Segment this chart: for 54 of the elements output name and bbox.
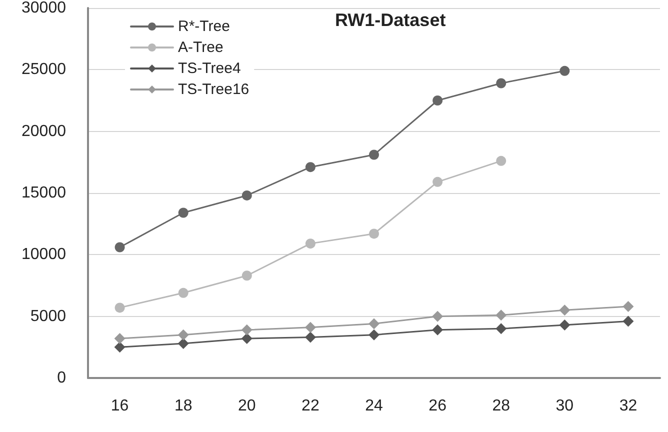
point [369, 150, 379, 160]
point [559, 304, 570, 316]
point [432, 176, 443, 187]
y-tick-label: 25000 [22, 61, 66, 78]
point [114, 242, 125, 252]
point [178, 329, 189, 340]
y-tick-label: 5000 [30, 308, 66, 325]
point [496, 156, 506, 166]
point [496, 78, 506, 88]
x-tick-label: 22 [302, 398, 320, 414]
point [114, 333, 126, 344]
point [368, 318, 380, 330]
point [178, 338, 189, 349]
point [305, 162, 316, 172]
x-tick-label: 16 [110, 398, 129, 414]
point [432, 96, 443, 106]
point [178, 208, 188, 218]
legend-label: R*-Tree [178, 18, 230, 35]
point [368, 329, 380, 340]
point [369, 228, 379, 239]
y-tick-label: 15000 [22, 184, 66, 202]
point [178, 288, 188, 298]
point [622, 300, 634, 312]
legend-label: A-Tree [178, 39, 224, 56]
x-tick-label: 26 [428, 398, 447, 414]
chart-title: RW1-Dataset [335, 10, 446, 30]
point [432, 324, 444, 336]
point [304, 332, 316, 343]
x-tick-label: 18 [174, 398, 192, 414]
point [560, 66, 570, 76]
point [114, 302, 125, 313]
y-tick-label: 20000 [22, 122, 66, 140]
point [622, 316, 634, 327]
x-tick-label: 24 [365, 398, 383, 414]
x-tick-label: 32 [619, 398, 638, 414]
y-tick-label: 30000 [22, 0, 66, 16]
point [559, 319, 570, 330]
legend-label: TS-Tree4 [178, 60, 241, 77]
point [241, 324, 252, 336]
point [242, 190, 252, 200]
y-tick-label: 10000 [22, 246, 66, 264]
point [242, 270, 252, 281]
legend-label: TS-Tree16 [178, 81, 250, 98]
point [305, 238, 316, 249]
point [432, 310, 444, 322]
point [496, 310, 507, 321]
point [114, 342, 126, 353]
x-tick-label: 30 [556, 398, 574, 414]
point [241, 333, 252, 344]
y-tick-label: 0 [57, 370, 66, 386]
point [304, 322, 316, 333]
x-tick-label: 20 [238, 398, 256, 414]
point [496, 323, 507, 334]
x-tick-label: 28 [492, 398, 510, 414]
